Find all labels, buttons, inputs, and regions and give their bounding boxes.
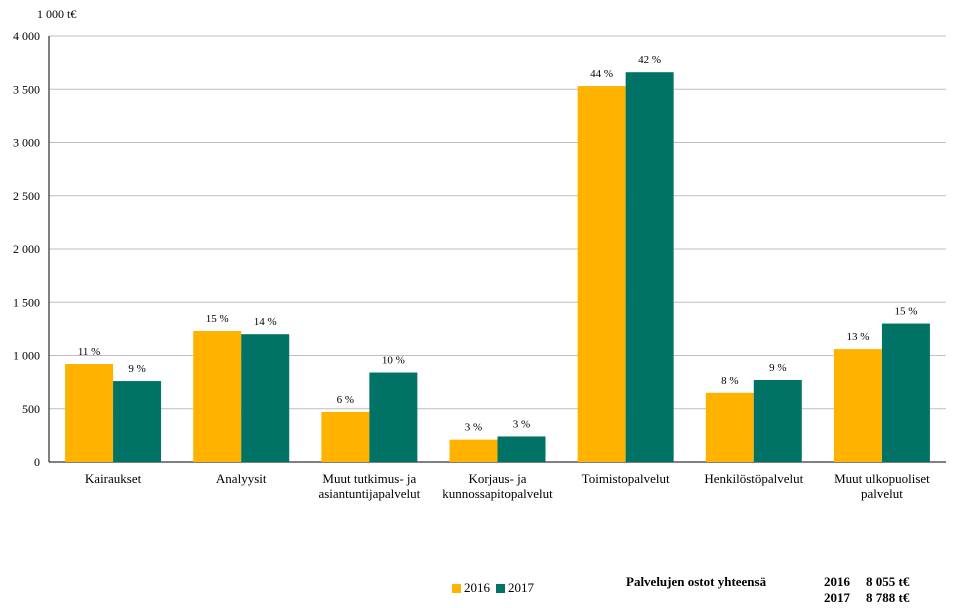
- y-tick-label: 2 500: [13, 189, 40, 203]
- bar-2017: [753, 379, 802, 462]
- data-label-2016: 15 %: [206, 313, 229, 325]
- bar-2016: [705, 392, 754, 462]
- data-label-2016: 3 %: [465, 422, 482, 434]
- bar-2016: [321, 411, 370, 462]
- bar-2017: [113, 381, 162, 462]
- bar-2017: [369, 372, 418, 462]
- y-tick-label: 2 000: [13, 242, 40, 256]
- totals-row-2016: Palvelujen ostot yhteensä 2016 8 055 t€: [626, 574, 909, 590]
- x-category-label: Kairaukset: [85, 471, 142, 486]
- y-unit-label: 1 000 t€: [37, 7, 76, 21]
- bar-2016: [833, 349, 882, 462]
- data-label-2016: 8 %: [721, 375, 738, 387]
- legend-item-2017: 2017: [496, 580, 534, 596]
- x-category-label: Analyysit: [216, 471, 267, 486]
- legend-label-2017: 2017: [508, 580, 534, 595]
- x-category-label: Toimistopalvelut: [582, 471, 670, 486]
- legend: 2016 2017: [452, 580, 534, 596]
- data-label-2017: 14 %: [254, 316, 277, 328]
- y-tick-label: 3 500: [13, 82, 40, 96]
- legend-swatch-2017: [496, 583, 505, 593]
- data-label-2017: 9 %: [769, 362, 786, 374]
- totals-label: Palvelujen ostot yhteensä: [626, 574, 767, 589]
- data-label-2016: 11 %: [78, 346, 101, 358]
- totals-box: Palvelujen ostot yhteensä 2016 8 055 t€ …: [626, 574, 909, 606]
- bar-2016: [577, 86, 626, 463]
- totals-row-2017: 2017 8 788 t€: [626, 590, 909, 606]
- bar-2017: [625, 72, 674, 463]
- data-label-2016: 44 %: [590, 68, 613, 80]
- x-category-label: asiantuntijapalvelut: [318, 486, 420, 501]
- data-label-2016: 13 %: [846, 331, 869, 343]
- legend-swatch-2016: [452, 583, 461, 593]
- data-label-2017: 42 %: [638, 54, 661, 66]
- data-label-2017: 15 %: [894, 306, 917, 318]
- data-label-2016: 6 %: [337, 394, 354, 406]
- data-label-2017: 10 %: [382, 355, 405, 367]
- data-label-2017: 9 %: [128, 363, 145, 375]
- legend-item-2016: 2016: [452, 580, 490, 596]
- y-tick-label: 4 000: [13, 29, 40, 43]
- totals-year: 2017: [824, 590, 850, 605]
- bar-2017: [497, 436, 546, 462]
- y-tick-label: 500: [22, 402, 40, 416]
- x-category-label: Korjaus- ja: [468, 471, 526, 486]
- y-tick-label: 0: [34, 455, 40, 469]
- totals-value: 8 055 t€: [866, 574, 910, 589]
- bar-2016: [449, 439, 498, 462]
- x-category-label: kunnossapitopalvelut: [442, 486, 553, 501]
- y-tick-label: 3 000: [13, 136, 40, 150]
- x-category-label: Muut ulkopuoliset: [834, 471, 930, 486]
- x-category-label: Muut tutkimus- ja: [322, 471, 416, 486]
- y-tick-label: 1 000: [13, 349, 40, 363]
- totals-year: 2016: [824, 574, 850, 589]
- legend-label-2016: 2016: [464, 580, 490, 595]
- bar-2017: [241, 334, 290, 462]
- y-tick-label: 1 500: [13, 295, 40, 309]
- data-label-2017: 3 %: [513, 418, 530, 430]
- bar-2016: [193, 331, 242, 462]
- x-category-label: Henkilöstöpalvelut: [704, 471, 803, 486]
- x-category-label: palvelut: [861, 486, 903, 501]
- bar-2016: [65, 364, 114, 462]
- bar-2017: [881, 323, 930, 462]
- totals-value: 8 788 t€: [866, 590, 910, 605]
